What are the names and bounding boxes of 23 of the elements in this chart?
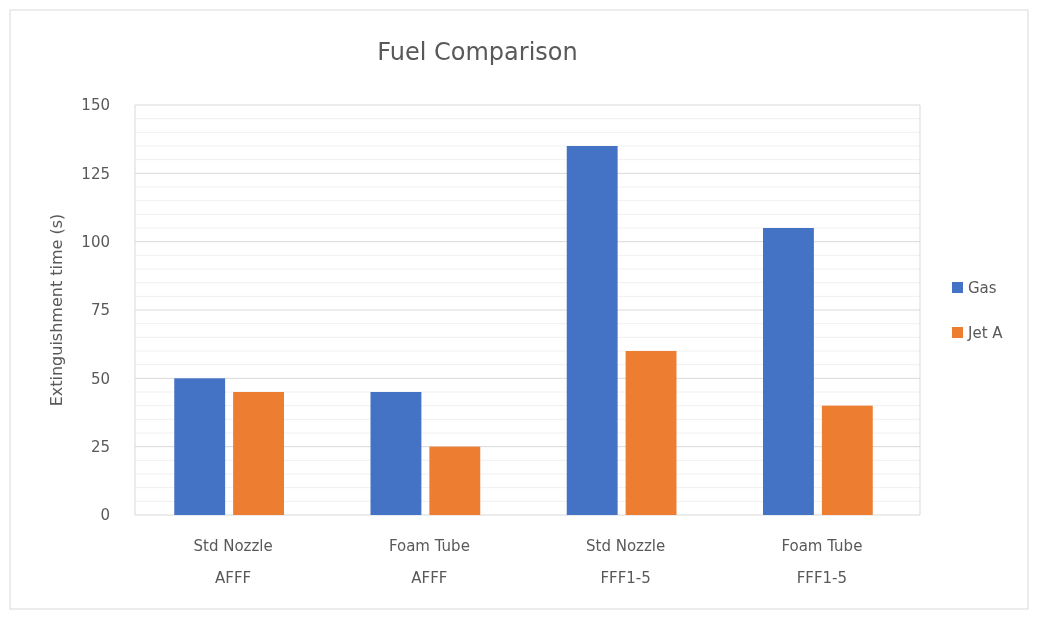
- y-tick-label: 0: [100, 506, 110, 525]
- y-tick-label: 50: [90, 369, 110, 388]
- bar: [174, 378, 226, 515]
- x-tick-label: Foam Tube FFF1-5: [781, 537, 863, 587]
- x-tick-label: Std Nozzle FFF1-5: [586, 537, 666, 587]
- bar: [566, 146, 618, 515]
- bar: [429, 446, 481, 515]
- chart-title: Fuel Comparison: [377, 38, 578, 66]
- bar: [821, 405, 873, 515]
- x-tick-label: Foam Tube AFFF: [388, 537, 470, 587]
- legend-label: Jet A: [967, 324, 1004, 343]
- y-tick-label: 75: [90, 301, 110, 320]
- bar: [370, 392, 422, 515]
- legend-label: Gas: [968, 279, 997, 298]
- bar: [625, 351, 677, 515]
- y-tick-label: 100: [81, 232, 110, 251]
- y-tick-label: 125: [81, 164, 110, 183]
- y-tick-label: 150: [81, 96, 110, 115]
- x-tick-label: Std Nozzle AFFF: [193, 537, 273, 587]
- y-axis-title: Extinguishment time (s): [47, 213, 66, 407]
- bar: [233, 392, 284, 515]
- bar: [763, 228, 814, 515]
- y-tick-label: 25: [90, 437, 110, 456]
